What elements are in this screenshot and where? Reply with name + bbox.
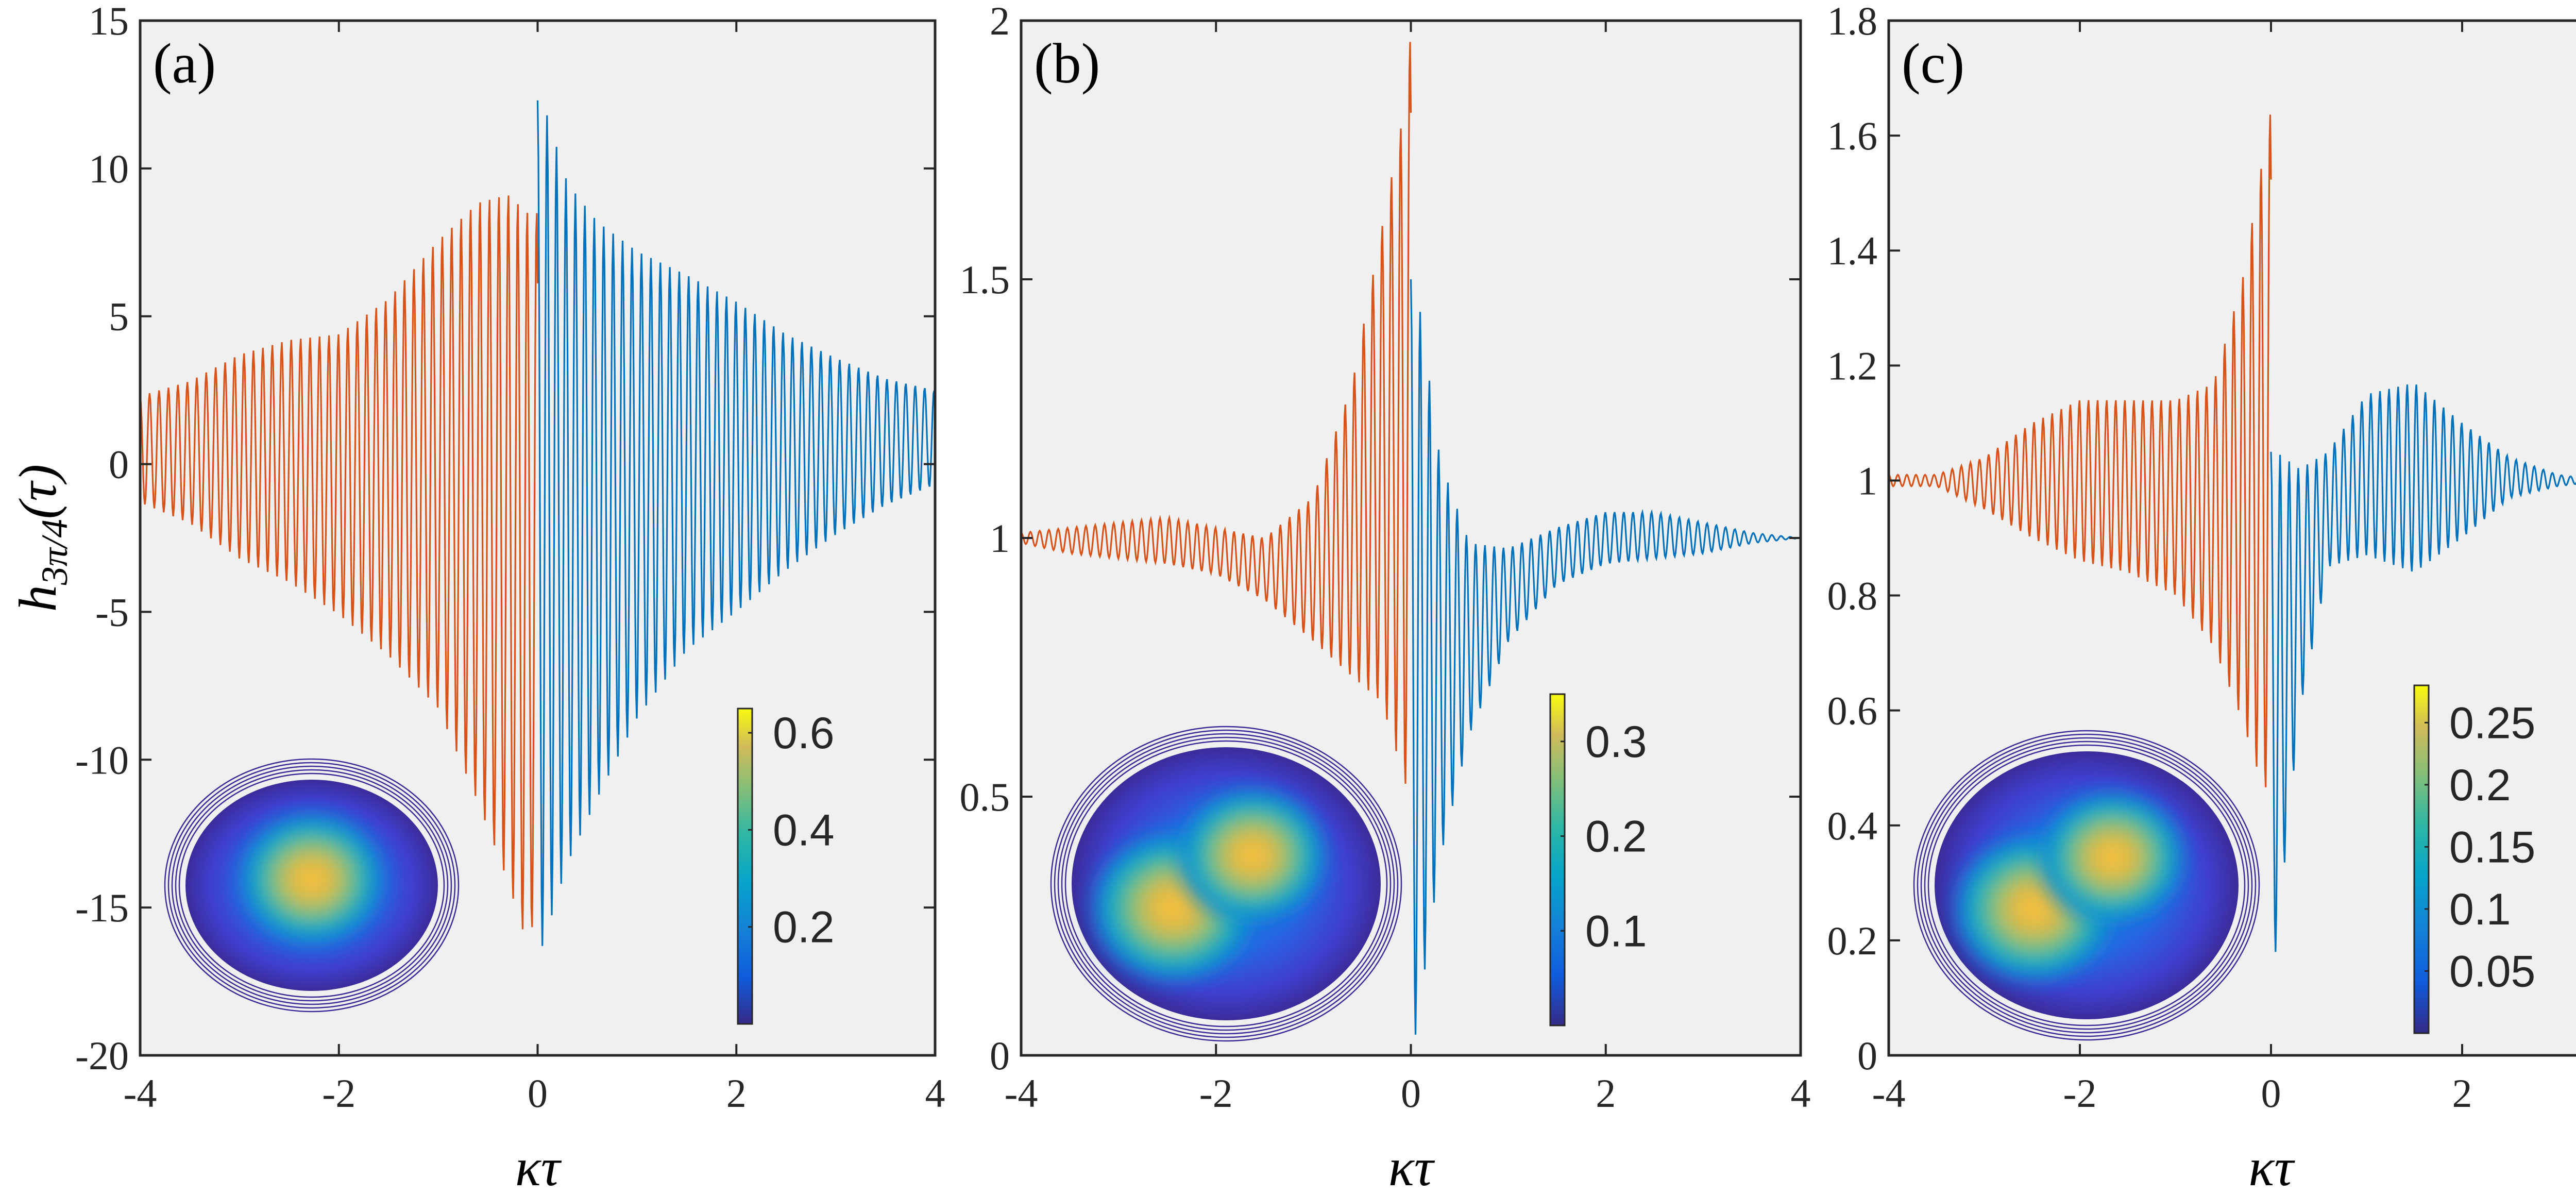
colorbar-tick-label: 0.4 (773, 805, 835, 855)
x-tick-label: 0 (1401, 1071, 1421, 1116)
y-tick-label: 0.5 (960, 775, 1010, 819)
x-tick-label: -4 (124, 1071, 157, 1116)
y-tick-label: 2 (990, 0, 1010, 43)
x-tick-label: -4 (1872, 1071, 1906, 1116)
colorbar (1549, 693, 1566, 1026)
panel-label: (a) (153, 32, 216, 95)
x-axis-title: κτ (1388, 1138, 1435, 1195)
y-tick-label: 0.4 (1827, 803, 1878, 848)
colorbar-tick-label: 0.2 (773, 903, 835, 952)
colorbar-tick-label: 0.25 (2449, 698, 2535, 748)
x-tick-label: 4 (925, 1071, 945, 1116)
x-tick-label: 2 (2452, 1071, 2472, 1116)
inset-contour (1061, 736, 1392, 1031)
y-tick-label: 1.8 (1827, 0, 1878, 43)
inset-contour (1917, 733, 2257, 1037)
inset-contour (1913, 730, 2260, 1041)
x-tick-label: 0 (528, 1071, 548, 1116)
y-tick-label: 0.6 (1827, 688, 1878, 733)
inset-peak (235, 810, 388, 949)
y-tick-label: 0 (990, 1033, 1010, 1078)
x-tick-label: 0 (2261, 1071, 2281, 1116)
colorbar-tick-label: 0.1 (1585, 906, 1647, 956)
y-tick-label: 1.5 (960, 257, 1010, 302)
inset-contour (175, 769, 449, 1002)
colorbar-tick-label: 0.6 (773, 709, 835, 758)
inset-contour (164, 758, 460, 1013)
x-tick-label: -2 (2063, 1071, 2097, 1116)
colorbar-tick-label: 0.3 (1585, 717, 1647, 767)
y-tick-label: 10 (89, 146, 129, 191)
inset-density-plot (164, 758, 460, 1013)
inset-contour (1924, 740, 2249, 1030)
colorbar (2413, 684, 2430, 1034)
panel-0: 0.20.40.6-4 -2 0 2 4-20-15-10-5051015(a)κτh3… (8, 0, 945, 1195)
y-tick-label: 0.8 (1827, 574, 1878, 618)
series-line-negative (1021, 42, 1412, 784)
y-tick-label: 1.2 (1827, 343, 1878, 388)
series-line-positive (536, 100, 935, 946)
inset-contour (1054, 729, 1399, 1038)
y-tick-label: 0 (1857, 1033, 1877, 1078)
panel-1: 0.1 0.2 0.3 -4 -2 0 2 4 0 0.5 1 1.5 2 (b) κτ (960, 0, 1811, 1195)
x-axis-title: κτ (2248, 1138, 2295, 1195)
series-line-positive (1410, 279, 1801, 1035)
inset-density-plot (1913, 730, 2260, 1041)
inset-peak (2036, 788, 2189, 927)
y-axis-title: h3π/4(τ) (8, 464, 75, 612)
y-tick-label: 1.6 (1827, 113, 1878, 158)
x-tick-label: 4 (1791, 1071, 1811, 1116)
panel-2: 0.050.10.150.20.25-4-202400.20.40.60.811… (1827, 0, 2576, 1195)
inset-contour (1064, 740, 1388, 1028)
inset-contour (1920, 737, 2253, 1034)
x-tick-label: -2 (322, 1071, 355, 1116)
x-tick-label: 2 (726, 1071, 747, 1116)
panel-label: (c) (1902, 32, 1964, 95)
colorbar-tick-label: 0.05 (2449, 947, 2535, 996)
y-tick-label: 5 (109, 294, 129, 339)
colorbar (737, 708, 753, 1025)
y-tick-label: 0 (109, 442, 129, 487)
inset-contour (1050, 726, 1402, 1042)
y-tick-label: -10 (75, 737, 129, 782)
x-tick-label: -4 (1005, 1071, 1038, 1116)
series-line-negative (140, 195, 539, 930)
x-axis-title: κτ (515, 1138, 562, 1195)
y-tick-label: -15 (75, 885, 129, 930)
inset-contour (171, 765, 452, 1005)
inset-contour (1927, 744, 2246, 1026)
inset-contour (1057, 733, 1395, 1035)
colorbar-tick-label: 0.15 (2449, 822, 2535, 872)
x-tick-label: 2 (1596, 1071, 1616, 1116)
inset-contour (178, 772, 445, 998)
panel-label: (b) (1034, 32, 1100, 95)
series-line-negative (1889, 114, 2272, 787)
y-tick-label: -20 (75, 1033, 129, 1078)
y-tick-label: 1.4 (1827, 228, 1878, 273)
series-line-positive (2270, 384, 2576, 952)
inset-density-plot (1050, 726, 1402, 1042)
inset-peak (1175, 784, 1330, 927)
y-tick-label: 1 (1857, 458, 1877, 503)
inset-contour (167, 762, 456, 1009)
x-tick-label: -2 (1199, 1071, 1233, 1116)
y-tick-label: 1 (990, 516, 1010, 561)
colorbar-tick-label: 0.2 (1585, 812, 1647, 862)
colorbar-tick-label: 0.1 (2449, 885, 2511, 934)
colorbar-tick-label: 0.2 (2449, 761, 2511, 810)
y-tick-label: 0.2 (1827, 918, 1878, 963)
y-tick-label: -5 (95, 590, 129, 634)
y-tick-label: 15 (89, 0, 129, 43)
